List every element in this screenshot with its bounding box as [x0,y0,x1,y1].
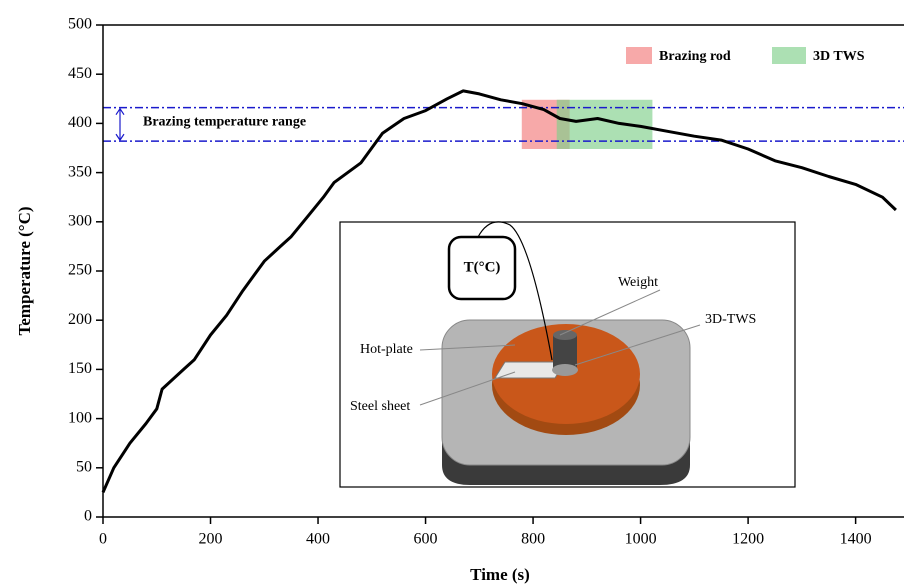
y-tick-label: 250 [68,262,92,279]
leader [559,289,661,336]
y-tick-label: 350 [68,163,92,180]
leader [574,324,701,366]
x-tick-label: 1000 [625,531,657,548]
y-tick-label: 500 [68,16,92,33]
x-tick-label: 200 [199,531,223,548]
weight [553,335,577,368]
y-tick-label: 450 [68,65,92,82]
legend-swatch [626,47,652,64]
inset-label: Hot-plate [360,342,413,357]
y-tick-label: 50 [76,458,92,475]
tws [552,364,578,376]
legend-label: Brazing rod [659,49,731,64]
y-axis-label: Temperature (°C) [15,206,34,335]
inset-label: Steel sheet [350,399,410,414]
temperature-line [101,89,897,494]
y-tick-label: 0 [84,508,92,525]
x-tick-label: 1200 [732,531,764,548]
y-tick-label: 400 [68,114,92,131]
inset-label: 3D-TWS [705,312,756,327]
x-tick-label: 1400 [840,531,872,548]
annotation: Brazing temperature range [143,115,306,130]
steel-sheet [494,361,566,379]
thermo-box [447,235,517,301]
leader [419,344,516,351]
legend-label: 3D TWS [813,49,865,64]
thermo-wire [477,221,553,361]
y-tick-label: 100 [68,409,92,426]
x-tick-label: 800 [521,531,545,548]
x-tick-label: 400 [306,531,330,548]
leader [419,371,516,406]
inset: T(°C) Weight 3D-TWS Hot-plate Steel shee… [339,221,796,488]
x-tick-label: 0 [99,531,107,548]
y-tick-label: 200 [68,311,92,328]
x-axis-label: Time (s) [470,565,530,584]
legend-swatch [772,47,806,64]
y-tick-label: 300 [68,212,92,229]
y-tick-label: 150 [68,360,92,377]
arrow-head [115,107,125,142]
weight-top [553,330,577,340]
inset-label: T(°C) [464,259,501,275]
x-tick-label: 600 [414,531,438,548]
inset-label: Weight [618,275,658,290]
